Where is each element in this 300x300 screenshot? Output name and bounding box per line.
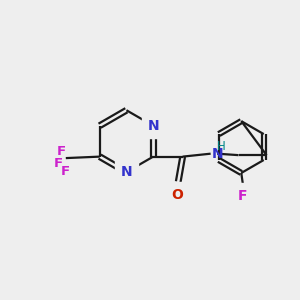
Text: F: F [238, 189, 247, 202]
Text: H: H [217, 140, 225, 153]
Text: F: F [57, 145, 66, 158]
Text: N: N [147, 119, 159, 133]
Text: O: O [171, 188, 183, 202]
Text: F: F [61, 165, 70, 178]
Text: N: N [121, 165, 132, 179]
Text: N: N [212, 147, 224, 161]
Text: F: F [53, 157, 62, 170]
